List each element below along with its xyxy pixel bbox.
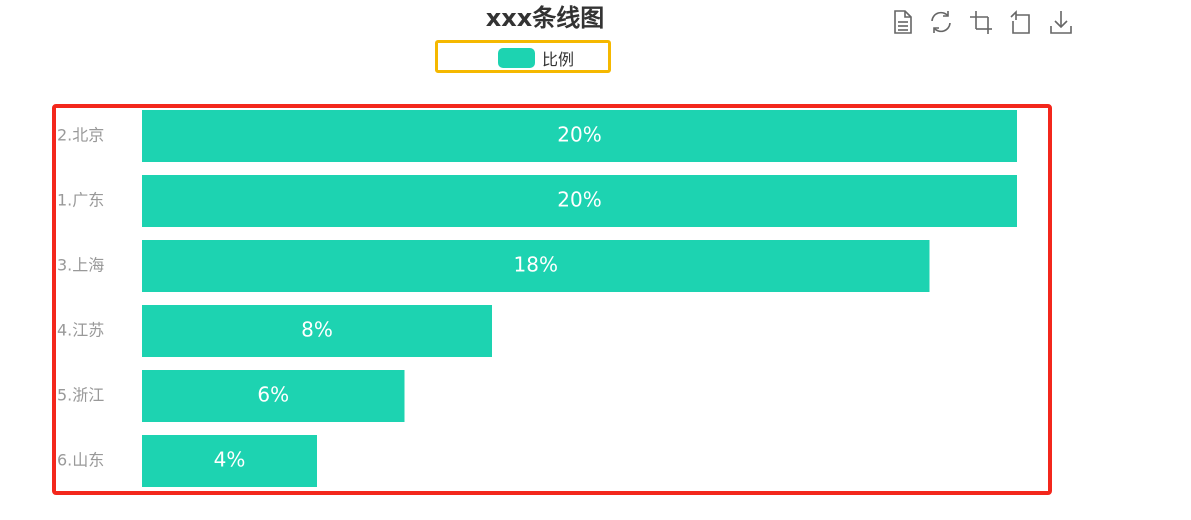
crop-icon[interactable] [968,8,994,36]
category-label: 4.江苏 [57,321,104,340]
bar[interactable] [142,370,405,422]
chart-title: xxx条线图 [485,4,605,32]
category-label: 5.浙江 [57,386,104,405]
legend-swatch [498,48,535,68]
bar-value-label: 18% [514,253,558,277]
bar[interactable] [142,305,492,357]
restore-icon[interactable] [1008,8,1034,36]
data-view-icon[interactable] [890,8,916,36]
category-label: 2.北京 [57,126,104,145]
download-icon[interactable] [1048,8,1074,36]
bar-value-label: 8% [301,318,333,342]
bar-value-label: 20% [557,188,601,212]
bar[interactable] [142,110,1017,162]
category-label: 6.山东 [57,451,104,470]
legend-item[interactable]: 比例 [498,48,575,69]
bar[interactable] [142,175,1017,227]
category-label: 3.上海 [57,256,104,275]
plot-highlight-box [52,104,1052,495]
legend-label: 比例 [542,50,575,69]
bar-value-label: 4% [214,448,246,472]
bar[interactable] [142,240,930,292]
refresh-icon[interactable] [928,8,954,36]
legend-highlight-box: 比例 [435,40,611,73]
bar-value-label: 6% [257,383,289,407]
bar[interactable] [142,435,317,487]
category-label: 1.广东 [57,191,104,210]
bar-value-label: 20% [557,123,601,147]
